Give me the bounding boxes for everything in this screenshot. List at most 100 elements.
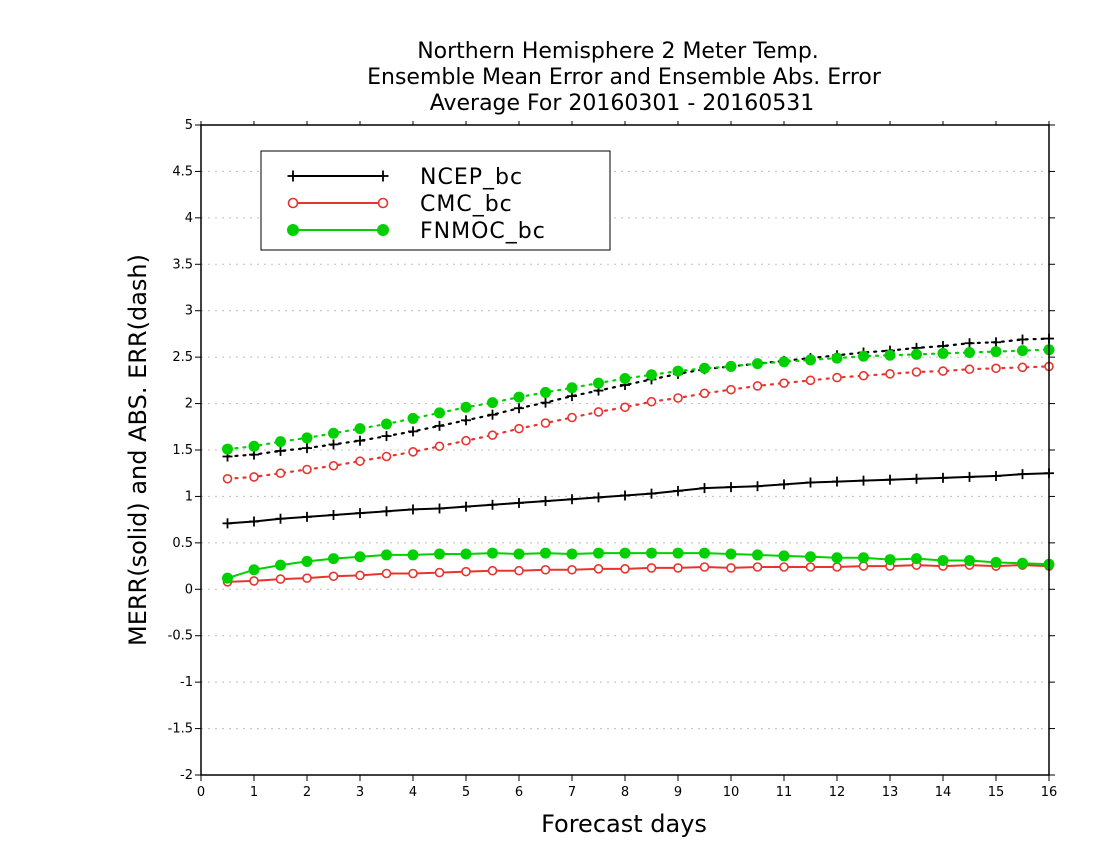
- ncep-bc-merr-point: [275, 513, 286, 524]
- fnmoc-bc-abs-err-point: [964, 347, 975, 358]
- cmc-bc-abs-err-point: [355, 456, 365, 466]
- ncep-bc-merr-point: [885, 474, 895, 485]
- ncep-bc-abs-err-point: [514, 403, 524, 414]
- ncep-bc-merr-line: [227, 472, 1050, 525]
- title-line-3: Average For 20160301 - 20160531: [430, 91, 815, 116]
- cmc-bc-abs-err-point: [779, 378, 789, 388]
- ncep-bc-abs-err-point: [1017, 334, 1028, 345]
- cmc-bc-merr-point: [249, 576, 259, 586]
- fnmoc-bc-merr-point: [540, 547, 551, 559]
- cmc-bc-abs-err-point: [646, 396, 657, 407]
- fnmoc-bc-abs-err-point: [1017, 345, 1028, 357]
- fnmoc-bc-merr-point: [381, 549, 392, 561]
- cmc-bc-abs-err-point: [805, 375, 816, 386]
- ncep-bc-merr-point: [1017, 469, 1028, 480]
- title-line-1: Northern Hemisphere 2 Meter Temp.: [417, 39, 819, 64]
- x-tick-label: 2: [303, 785, 311, 800]
- fnmoc-bc-abs-err-point: [646, 369, 657, 381]
- cmc-bc-abs-err-point: [885, 369, 895, 379]
- fnmoc-bc-merr-point: [328, 553, 339, 565]
- x-tick-label: 4: [409, 785, 417, 800]
- y-tick-label: -1.5: [168, 722, 193, 737]
- legend-label-fnmoc-bc: FNMOC_bc: [420, 219, 546, 244]
- x-tick-label: 8: [621, 785, 629, 800]
- ncep-bc-merr-point: [355, 508, 365, 519]
- cmc-bc-merr-point: [487, 565, 498, 576]
- fnmoc-bc-merr-point: [566, 548, 578, 560]
- fnmoc-bc-abs-err-point: [725, 360, 737, 372]
- ncep-bc-merr-point: [514, 497, 524, 508]
- y-axis-ticks: -2 -1.5 -1 -0.5 0 0.5 1 1.5 2 2.5 3 3.5 4 4.5 5: [168, 118, 1055, 783]
- cmc-bc-merr-point: [726, 563, 736, 573]
- fnmoc-bc-merr-point: [937, 555, 949, 566]
- fnmoc-bc-abs-err-point: [540, 386, 551, 398]
- cmc-bc-abs-err-point: [487, 430, 498, 440]
- cmc-bc-merr-point: [805, 562, 816, 572]
- ncep-bc-abs-err-line: [226, 337, 1051, 458]
- ncep-bc-merr-point: [699, 483, 710, 494]
- cmc-bc-abs-err-point: [964, 364, 975, 375]
- y-tick-label: 1: [185, 489, 193, 504]
- fnmoc-bc-merr-point: [646, 547, 657, 559]
- cmc-bc-abs-err-point: [938, 366, 948, 376]
- fnmoc-bc-merr-point: [1017, 557, 1028, 569]
- fnmoc-bc-merr-point: [990, 556, 1002, 568]
- fnmoc-bc-abs-err-line: [226, 348, 1051, 451]
- cmc-bc-merr-line: [227, 564, 1050, 583]
- cmc-bc-abs-err-point: [434, 441, 445, 452]
- ncep-bc-merr-point: [779, 479, 789, 490]
- x-tick-label: 6: [515, 785, 523, 800]
- fnmoc-bc-merr-point: [964, 555, 975, 566]
- fnmoc-bc-abs-err-point: [884, 349, 896, 361]
- cmc-bc-merr-point: [567, 564, 577, 575]
- fnmoc-bc-merr-point: [884, 554, 896, 566]
- ncep-bc-abs-err-point: [964, 338, 975, 349]
- ncep-bc-abs-err-point: [408, 426, 418, 437]
- y-tick-label: -0.5: [168, 629, 193, 644]
- cmc-bc-abs-err-point: [275, 468, 286, 479]
- fnmoc-bc-merr-point: [805, 551, 816, 563]
- fnmoc-bc-merr-point: [672, 547, 684, 559]
- fnmoc-bc-abs-err-point: [831, 352, 843, 364]
- y-tick-label: 3.5: [172, 257, 193, 272]
- fnmoc-bc-merr-point: [858, 552, 869, 564]
- cmc-bc-merr-point: [514, 565, 524, 576]
- ncep-bc-abs-err-point: [540, 397, 551, 408]
- ncep-bc-merr-point: [646, 488, 657, 499]
- x-tick-label: 0: [197, 785, 205, 800]
- y-tick-label: 3: [185, 304, 193, 319]
- cmc-bc-merr-point: [699, 562, 710, 572]
- fnmoc-bc-abs-err-point: [434, 407, 445, 419]
- fnmoc-bc-merr-point: [831, 552, 843, 564]
- fnmoc-bc-merr-point: [513, 548, 525, 560]
- cmc-bc-merr-point: [355, 570, 365, 581]
- fnmoc-bc-merr-point: [301, 555, 313, 567]
- cmc-bc-merr-point: [673, 563, 683, 573]
- ncep-bc-abs-err-point: [487, 409, 498, 420]
- legend-label-ncep-bc: NCEP_bc: [420, 165, 523, 190]
- x-axis-label: Forecast days: [541, 810, 707, 838]
- y-tick-label: 2.5: [172, 350, 193, 365]
- ncep-bc-abs-err-point: [328, 439, 339, 450]
- x-tick-label: 7: [568, 785, 576, 800]
- ncep-bc-merr-point: [567, 494, 577, 505]
- x-tick-label: 3: [356, 785, 364, 800]
- fnmoc-bc-abs-err-point: [328, 427, 339, 439]
- cmc-bc-abs-err-point: [858, 370, 869, 381]
- fnmoc-bc-merr-point: [699, 547, 710, 559]
- fnmoc-bc-abs-err-point: [911, 348, 922, 360]
- cmc-bc-abs-err-point: [593, 407, 604, 417]
- cmc-bc-merr-point: [434, 567, 445, 578]
- legend-marker-fnmoc-bc: [287, 224, 299, 236]
- fnmoc-bc-merr-point: [487, 547, 498, 559]
- x-tick-label: 13: [882, 785, 899, 800]
- fnmoc-bc-abs-err-point: [460, 401, 472, 413]
- legend-marker-fnmoc-bc: [377, 224, 389, 236]
- ncep-bc-merr-point: [222, 518, 233, 529]
- cmc-bc-abs-err-point: [540, 418, 551, 428]
- cmc-bc-abs-err-point: [673, 393, 683, 403]
- fnmoc-bc-merr-point: [593, 547, 604, 559]
- fnmoc-bc-merr-point: [434, 548, 445, 560]
- cmc-bc-abs-err-point: [222, 473, 233, 484]
- x-tick-label: 9: [674, 785, 682, 800]
